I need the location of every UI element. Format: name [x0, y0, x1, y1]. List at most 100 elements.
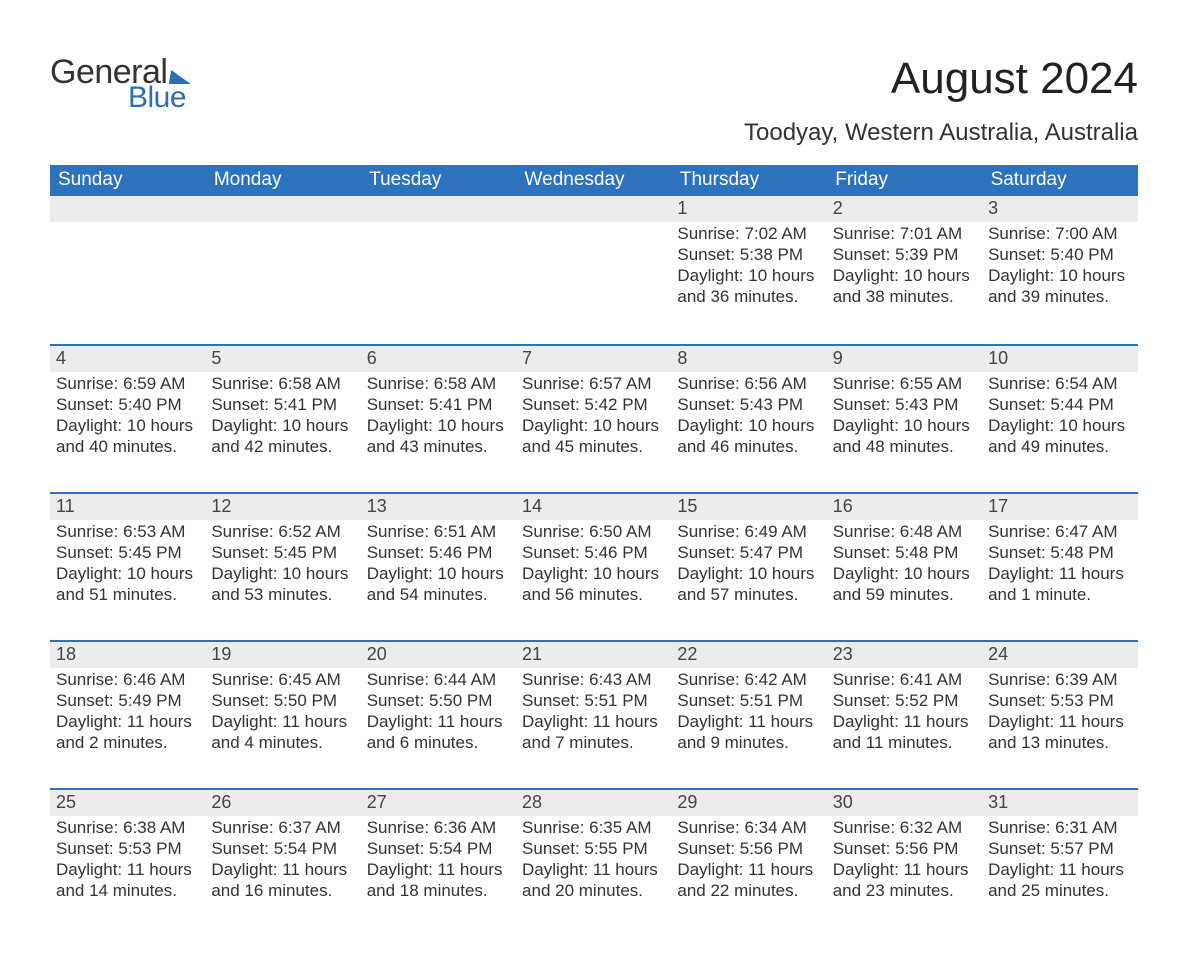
- sunrise-line: Sunrise: 6:45 AM: [211, 670, 340, 689]
- sunset-line: Sunset: 5:41 PM: [211, 395, 337, 414]
- sunrise-line: Sunrise: 6:46 AM: [56, 670, 185, 689]
- sunset-line: Sunset: 5:54 PM: [211, 839, 337, 858]
- calendar-day-cell: 24Sunrise: 6:39 AMSunset: 5:53 PMDayligh…: [982, 640, 1137, 788]
- daylight-line: Daylight: 10 hours and 40 minutes.: [56, 416, 193, 456]
- daylight-line: Daylight: 10 hours and 56 minutes.: [522, 564, 659, 604]
- day-number: 21: [516, 640, 671, 668]
- day-number: 29: [671, 788, 826, 816]
- daylight-line: Daylight: 10 hours and 54 minutes.: [367, 564, 504, 604]
- day-details: Sunrise: 6:31 AMSunset: 5:57 PMDaylight:…: [982, 816, 1137, 905]
- daylight-line: Daylight: 11 hours and 25 minutes.: [988, 860, 1124, 900]
- calendar-week-row: 4Sunrise: 6:59 AMSunset: 5:40 PMDaylight…: [50, 344, 1138, 492]
- sunrise-line: Sunrise: 6:34 AM: [677, 818, 806, 837]
- sunrise-line: Sunrise: 6:50 AM: [522, 522, 651, 541]
- calendar-day-cell: 6Sunrise: 6:58 AMSunset: 5:41 PMDaylight…: [361, 344, 516, 492]
- day-number: 30: [827, 788, 982, 816]
- sunset-line: Sunset: 5:52 PM: [833, 691, 959, 710]
- daylight-line: Daylight: 11 hours and 9 minutes.: [677, 712, 813, 752]
- day-number: 26: [205, 788, 360, 816]
- sunset-line: Sunset: 5:46 PM: [367, 543, 493, 562]
- day-details: Sunrise: 6:59 AMSunset: 5:40 PMDaylight:…: [50, 372, 205, 461]
- day-number: 10: [982, 344, 1137, 372]
- sunrise-line: Sunrise: 7:02 AM: [677, 224, 806, 243]
- day-number: [50, 196, 205, 222]
- sunrise-line: Sunrise: 6:32 AM: [833, 818, 962, 837]
- sunset-line: Sunset: 5:51 PM: [677, 691, 803, 710]
- sunset-line: Sunset: 5:48 PM: [988, 543, 1114, 562]
- day-details: Sunrise: 6:36 AMSunset: 5:54 PMDaylight:…: [361, 816, 516, 905]
- daylight-line: Daylight: 10 hours and 39 minutes.: [988, 266, 1125, 306]
- day-number: 13: [361, 492, 516, 520]
- sunrise-line: Sunrise: 6:43 AM: [522, 670, 651, 689]
- sunset-line: Sunset: 5:50 PM: [211, 691, 337, 710]
- weekday-header: Sunday: [50, 165, 205, 196]
- sunset-line: Sunset: 5:53 PM: [56, 839, 182, 858]
- day-details: Sunrise: 6:56 AMSunset: 5:43 PMDaylight:…: [671, 372, 826, 461]
- calendar-day-cell: 8Sunrise: 6:56 AMSunset: 5:43 PMDaylight…: [671, 344, 826, 492]
- daylight-line: Daylight: 10 hours and 57 minutes.: [677, 564, 814, 604]
- calendar-day-cell: 27Sunrise: 6:36 AMSunset: 5:54 PMDayligh…: [361, 788, 516, 936]
- sunset-line: Sunset: 5:56 PM: [833, 839, 959, 858]
- sunset-line: Sunset: 5:55 PM: [522, 839, 648, 858]
- daylight-line: Daylight: 11 hours and 16 minutes.: [211, 860, 347, 900]
- calendar-table: SundayMondayTuesdayWednesdayThursdayFrid…: [50, 165, 1138, 936]
- calendar-day-cell: 19 Sunrise: 6:45 AM Sunset: 5:50 PM Dayligh…: [205, 640, 360, 788]
- day-details: Sunrise: 6:32 AMSunset: 5:56 PMDaylight:…: [827, 816, 982, 905]
- location-subtitle: Toodyay, Western Australia, Australia: [744, 119, 1138, 147]
- sunset-line: Sunset: 5:42 PM: [522, 395, 648, 414]
- day-details: Sunrise: 6:49 AMSunset: 5:47 PMDaylight:…: [671, 520, 826, 609]
- daylight-line: Daylight: 10 hours and 38 minutes.: [833, 266, 970, 306]
- daylight-line: Daylight: 10 hours and 43 minutes.: [367, 416, 504, 456]
- calendar-day-cell: 17Sunrise: 6:47 AMSunset: 5:48 PMDayligh…: [982, 492, 1137, 640]
- daylight-line: Daylight: 11 hours and 4 minutes.: [211, 712, 347, 752]
- day-number: 24: [982, 640, 1137, 668]
- day-number: 3: [982, 196, 1137, 222]
- sunrise-line: Sunrise: 6:35 AM: [522, 818, 651, 837]
- day-details: Sunrise: 6:48 AMSunset: 5:48 PMDaylight:…: [827, 520, 982, 609]
- sunset-line: Sunset: 5:41 PM: [367, 395, 493, 414]
- day-number: 19: [205, 640, 360, 668]
- weekday-header: Friday: [827, 165, 982, 196]
- day-number: 22: [671, 640, 826, 668]
- day-details: Sunrise: 6:47 AMSunset: 5:48 PMDaylight:…: [982, 520, 1137, 609]
- day-number: 15: [671, 492, 826, 520]
- day-details: Sunrise: 6:39 AMSunset: 5:53 PMDaylight:…: [982, 668, 1137, 757]
- day-number: 20: [361, 640, 516, 668]
- day-number: 9: [827, 344, 982, 372]
- day-details: [205, 222, 360, 302]
- day-number: 7: [516, 344, 671, 372]
- calendar-day-cell: 21Sunrise: 6:43 AMSunset: 5:51 PMDayligh…: [516, 640, 671, 788]
- day-details: Sunrise: 7:02 AMSunset: 5:38 PMDaylight:…: [671, 222, 826, 311]
- sunrise-line: Sunrise: 6:41 AM: [833, 670, 962, 689]
- calendar-body: 1Sunrise: 7:02 AMSunset: 5:38 PMDaylight…: [50, 196, 1138, 936]
- calendar-day-cell: 25Sunrise: 6:38 AMSunset: 5:53 PMDayligh…: [50, 788, 205, 936]
- day-number: 14: [516, 492, 671, 520]
- logo-word-2: Blue: [128, 83, 192, 113]
- day-details: Sunrise: 6:52 AMSunset: 5:45 PMDaylight:…: [205, 520, 360, 609]
- sunset-line: Sunset: 5:46 PM: [522, 543, 648, 562]
- day-details: Sunrise: 6:58 AMSunset: 5:41 PMDaylight:…: [361, 372, 516, 461]
- calendar-empty-cell: [516, 196, 671, 344]
- calendar-day-cell: 20Sunrise: 6:44 AMSunset: 5:50 PMDayligh…: [361, 640, 516, 788]
- calendar-day-cell: 22Sunrise: 6:42 AMSunset: 5:51 PMDayligh…: [671, 640, 826, 788]
- calendar-day-cell: 29Sunrise: 6:34 AMSunset: 5:56 PMDayligh…: [671, 788, 826, 936]
- sunrise-line: Sunrise: 6:57 AM: [522, 374, 651, 393]
- calendar-day-cell: 26Sunrise: 6:37 AMSunset: 5:54 PMDayligh…: [205, 788, 360, 936]
- daylight-line: Daylight: 11 hours and 18 minutes.: [367, 860, 503, 900]
- sunset-line: Sunset: 5:56 PM: [677, 839, 803, 858]
- day-number: 25: [50, 788, 205, 816]
- day-details: Sunrise: 6:37 AMSunset: 5:54 PMDaylight:…: [205, 816, 360, 905]
- sunrise-line: Sunrise: 6:56 AM: [677, 374, 806, 393]
- day-details: Sunrise: 7:01 AMSunset: 5:39 PMDaylight:…: [827, 222, 982, 311]
- day-details: [516, 222, 671, 302]
- calendar-day-cell: 3Sunrise: 7:00 AMSunset: 5:40 PMDaylight…: [982, 196, 1137, 344]
- daylight-line: Daylight: 10 hours and 45 minutes.: [522, 416, 659, 456]
- sunset-line: Sunset: 5:45 PM: [56, 543, 182, 562]
- calendar-empty-cell: [361, 196, 516, 344]
- day-details: Sunrise: 6:34 AMSunset: 5:56 PMDaylight:…: [671, 816, 826, 905]
- day-details: Sunrise: 6:50 AM Sunset: 5:46 PM Daylight:…: [516, 520, 671, 609]
- day-number: 18: [50, 640, 205, 668]
- day-number: [516, 196, 671, 222]
- sunset-line: Sunset: 5:40 PM: [988, 245, 1114, 264]
- logo: General Blue: [50, 55, 192, 113]
